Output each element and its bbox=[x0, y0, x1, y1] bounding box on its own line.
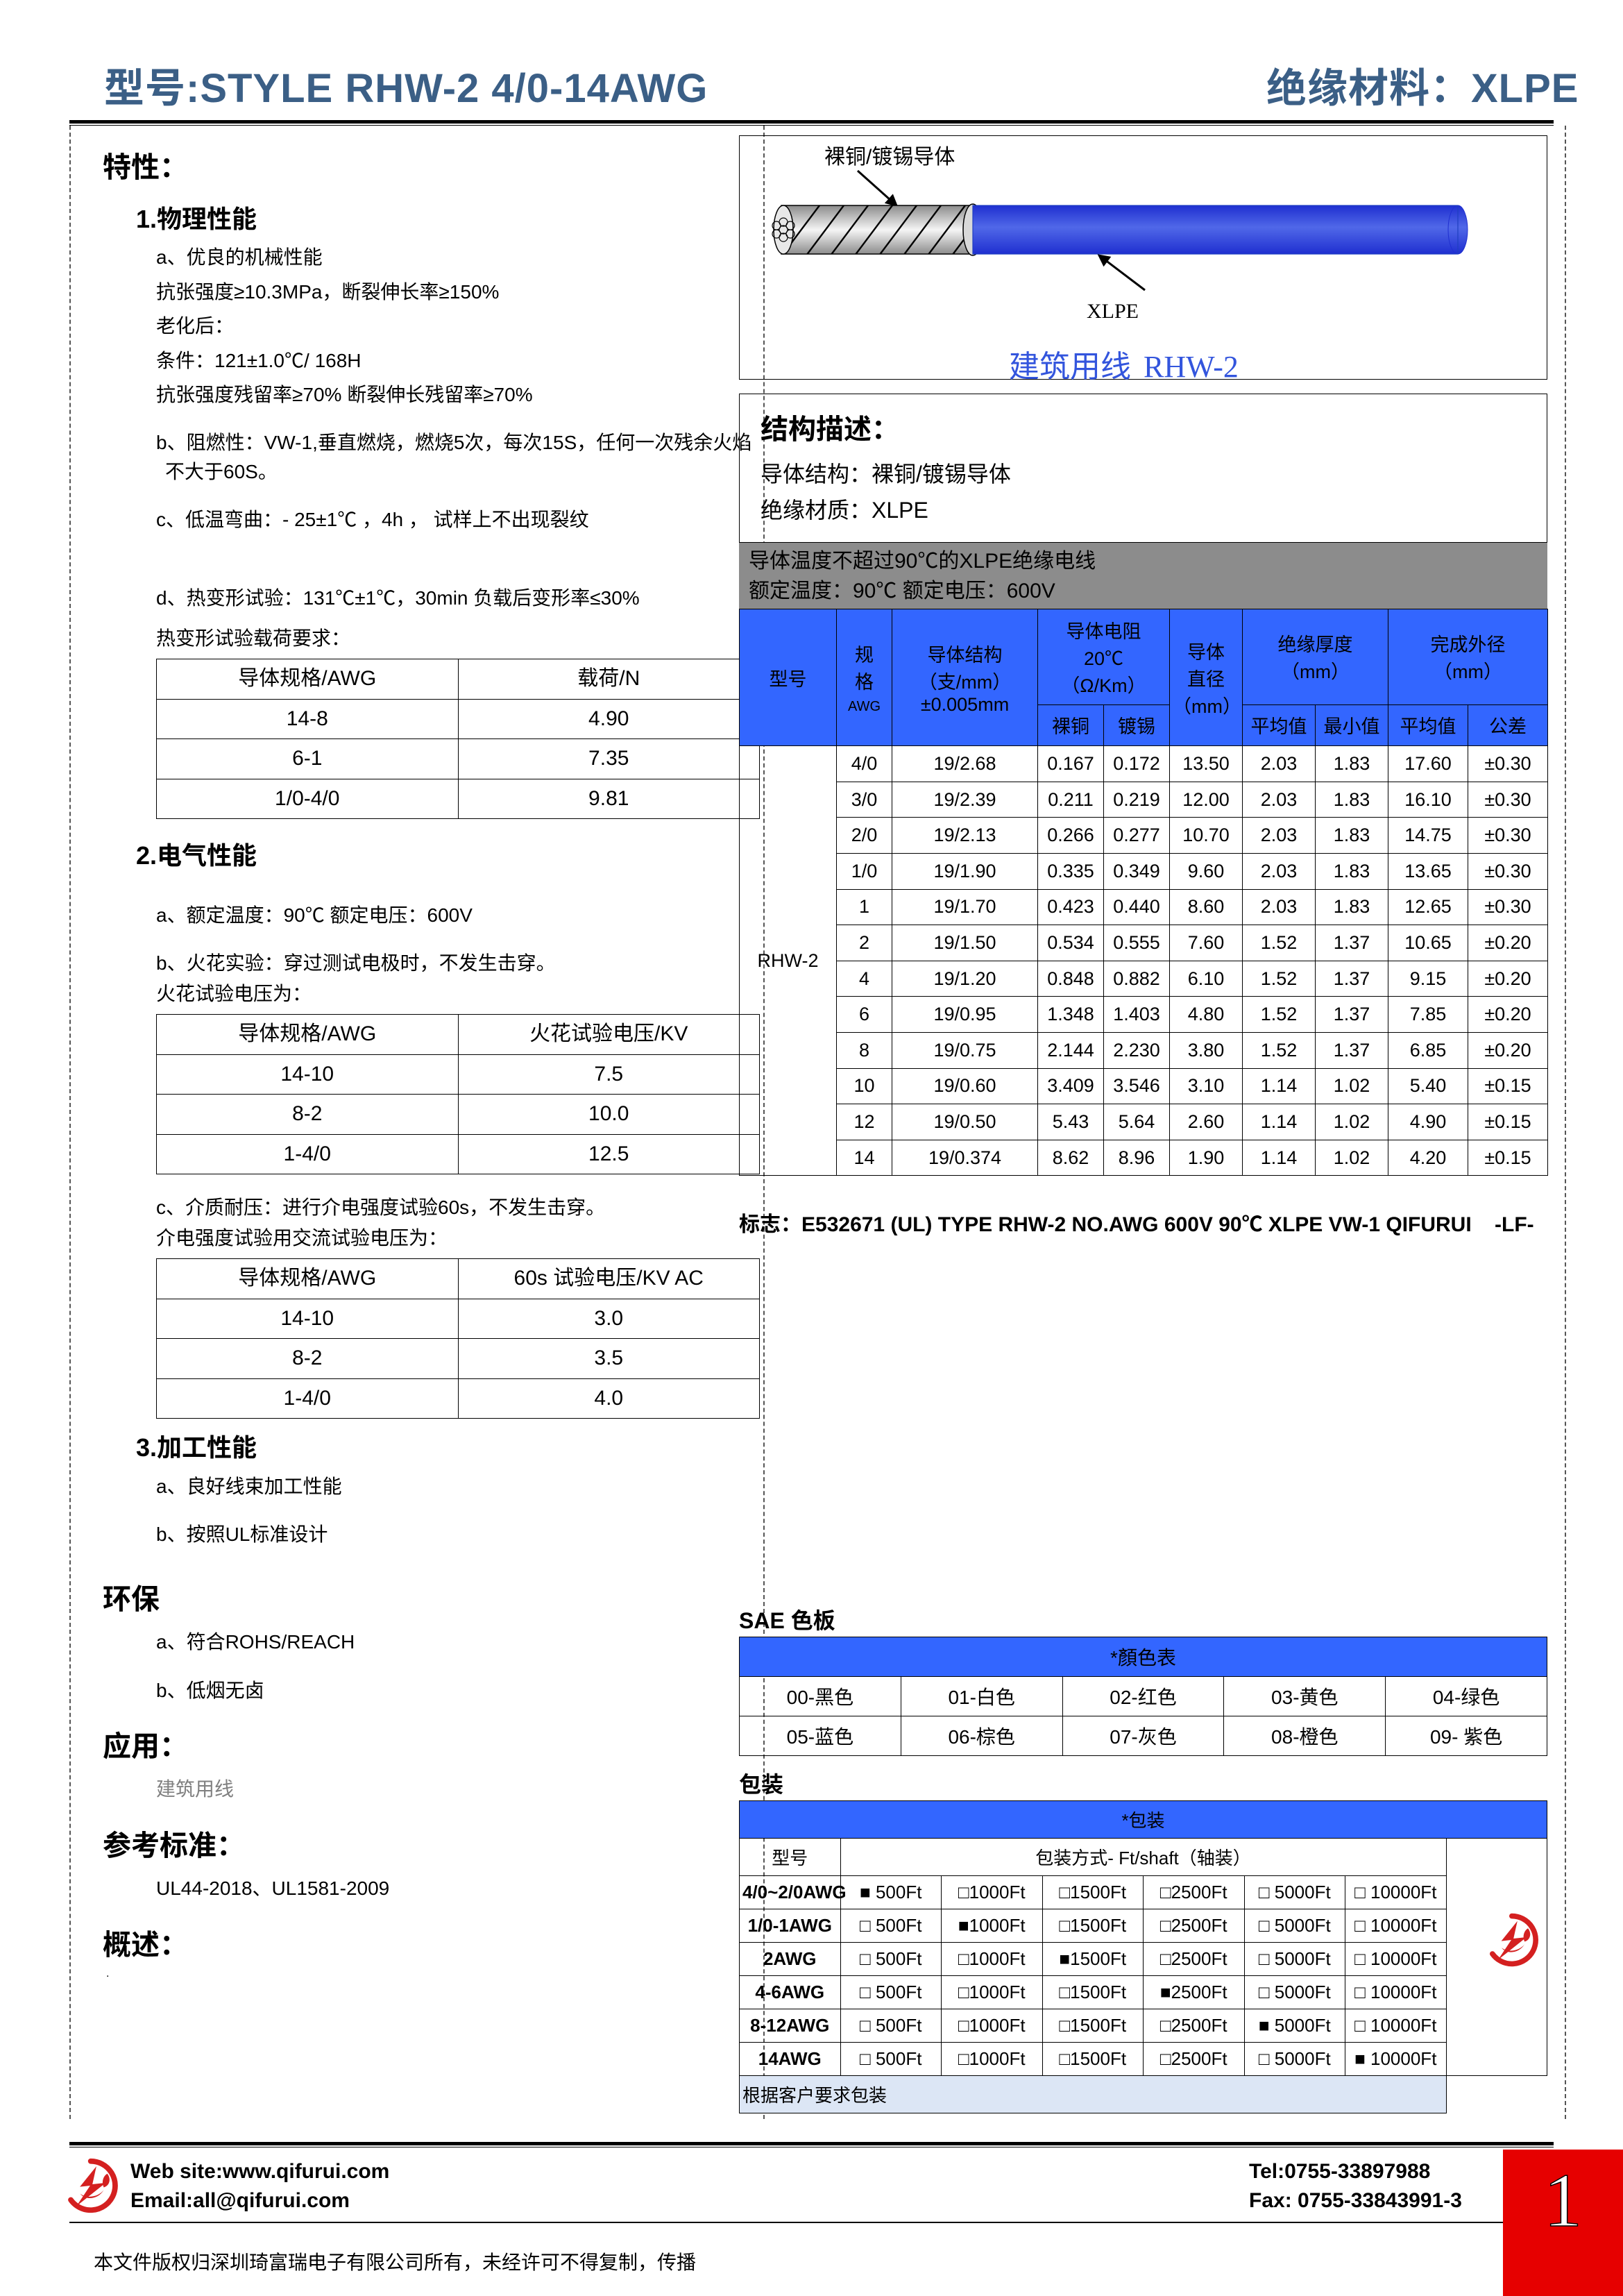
svg-text:裸铜/镀锡导体: 裸铜/镀锡导体 bbox=[824, 146, 955, 169]
svg-text:XLPE: XLPE bbox=[1087, 300, 1139, 323]
